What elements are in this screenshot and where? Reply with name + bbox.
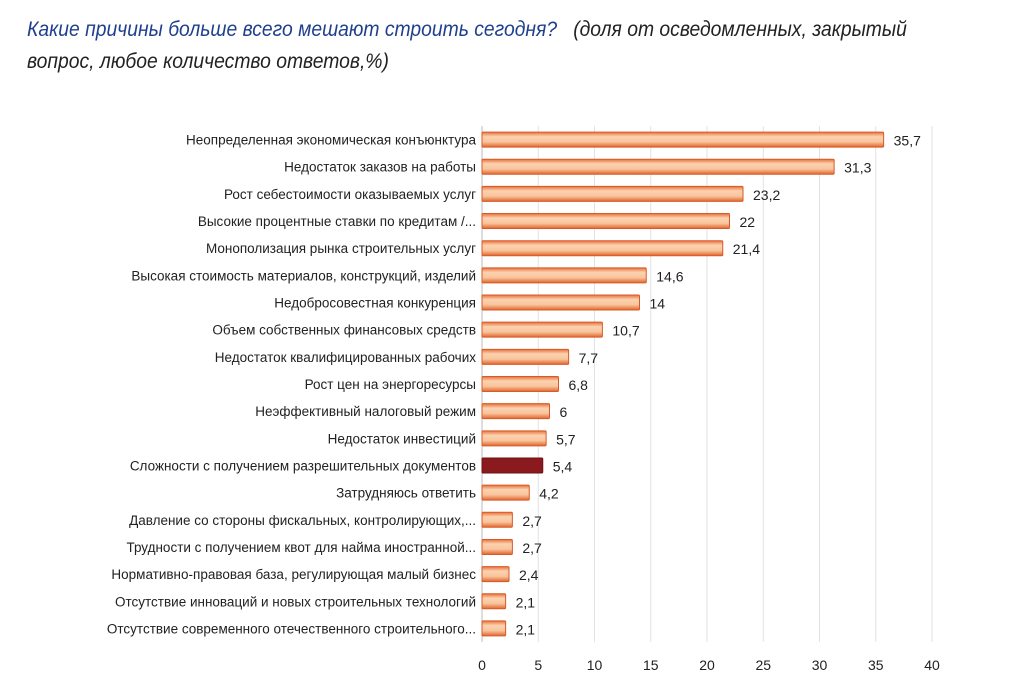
data-label: 31,3 (844, 160, 871, 176)
category-label: Неопределенная экономическая конъюнктура (186, 133, 476, 148)
bar (481, 321, 603, 338)
x-tick-label: 35 (868, 657, 884, 673)
category-label: Недостаток квалифицированных рабочих (215, 350, 477, 365)
category-label: Сложности с получением разрешительных до… (130, 458, 476, 473)
data-label: 35,7 (894, 133, 921, 149)
data-label: 2,1 (516, 594, 536, 610)
data-label: 10,7 (612, 323, 639, 339)
category-label: Недостаток инвестиций (328, 431, 476, 446)
bar (481, 185, 744, 202)
category-label: Отсутствие инноваций и новых строительны… (115, 594, 476, 609)
x-tick-label: 0 (478, 657, 486, 673)
chart-title: Какие причины больше всего мешают строит… (27, 18, 558, 41)
bar (481, 457, 544, 474)
data-label: 7,7 (579, 350, 599, 366)
category-label: Недостаток заказов на работы (284, 160, 476, 175)
data-label: 4,2 (539, 486, 559, 502)
bar (481, 484, 530, 501)
data-label: 14 (650, 296, 666, 312)
bar (481, 294, 640, 311)
bar (481, 430, 547, 447)
category-label: Отсутствие современного отечественного с… (107, 621, 476, 636)
category-label: Трудности с получением квот для найма ин… (126, 540, 476, 555)
category-label: Рост цен на энергоресурсы (305, 377, 476, 392)
data-label: 6,8 (569, 377, 589, 393)
bar (481, 620, 507, 637)
data-label: 22 (740, 214, 756, 230)
data-label: 2,7 (522, 513, 542, 529)
data-label: 2,4 (519, 567, 539, 583)
category-label: Высокая стоимость материалов, конструкци… (131, 268, 476, 283)
chart-subtitle: (доля от осведомленных, закрытый вопрос,… (27, 18, 907, 73)
category-label: Рост себестоимости оказываемых услуг (224, 187, 476, 202)
x-tick-label: 20 (699, 657, 715, 673)
category-label: Давление со стороны фискальных, контроли… (129, 513, 476, 528)
bar (481, 593, 507, 610)
data-label: 5,7 (556, 431, 576, 447)
category-label: Объем собственных финансовых средств (212, 323, 476, 338)
data-label: 23,2 (753, 187, 780, 203)
category-label: Затрудняюсь ответить (336, 486, 476, 501)
bar (481, 348, 570, 365)
x-tick-label: 30 (812, 657, 828, 673)
x-tick-label: 25 (755, 657, 771, 673)
category-label: Нормативно-правовая база, регулирующая м… (111, 567, 476, 582)
x-tick-label: 5 (534, 657, 542, 673)
category-label: Недобросовестная конкуренция (274, 296, 476, 311)
data-label: 5,4 (553, 458, 573, 474)
bar (481, 131, 885, 148)
bar (481, 267, 647, 284)
data-label: 2,1 (516, 621, 536, 637)
category-label: Монополизация рынка строительных услуг (206, 241, 476, 256)
bar (481, 240, 724, 257)
category-label: Высокие процентные ставки по кредитам /.… (198, 214, 476, 229)
data-label: 6 (560, 404, 568, 420)
bar (481, 566, 510, 583)
data-label: 14,6 (656, 268, 683, 284)
bar (481, 213, 730, 230)
bar (481, 376, 559, 392)
bar (481, 511, 513, 528)
data-label: 21,4 (733, 241, 760, 257)
category-label: Неэффективный налоговый режим (255, 404, 476, 419)
bar (481, 538, 513, 555)
bar (481, 158, 835, 175)
x-tick-label: 40 (924, 657, 940, 673)
chart-title-block: Какие причины больше всего мешают строит… (27, 14, 929, 78)
x-tick-label: 10 (587, 657, 603, 673)
data-label: 2,7 (522, 540, 542, 556)
bar (481, 403, 550, 420)
x-tick-label: 15 (643, 657, 659, 673)
